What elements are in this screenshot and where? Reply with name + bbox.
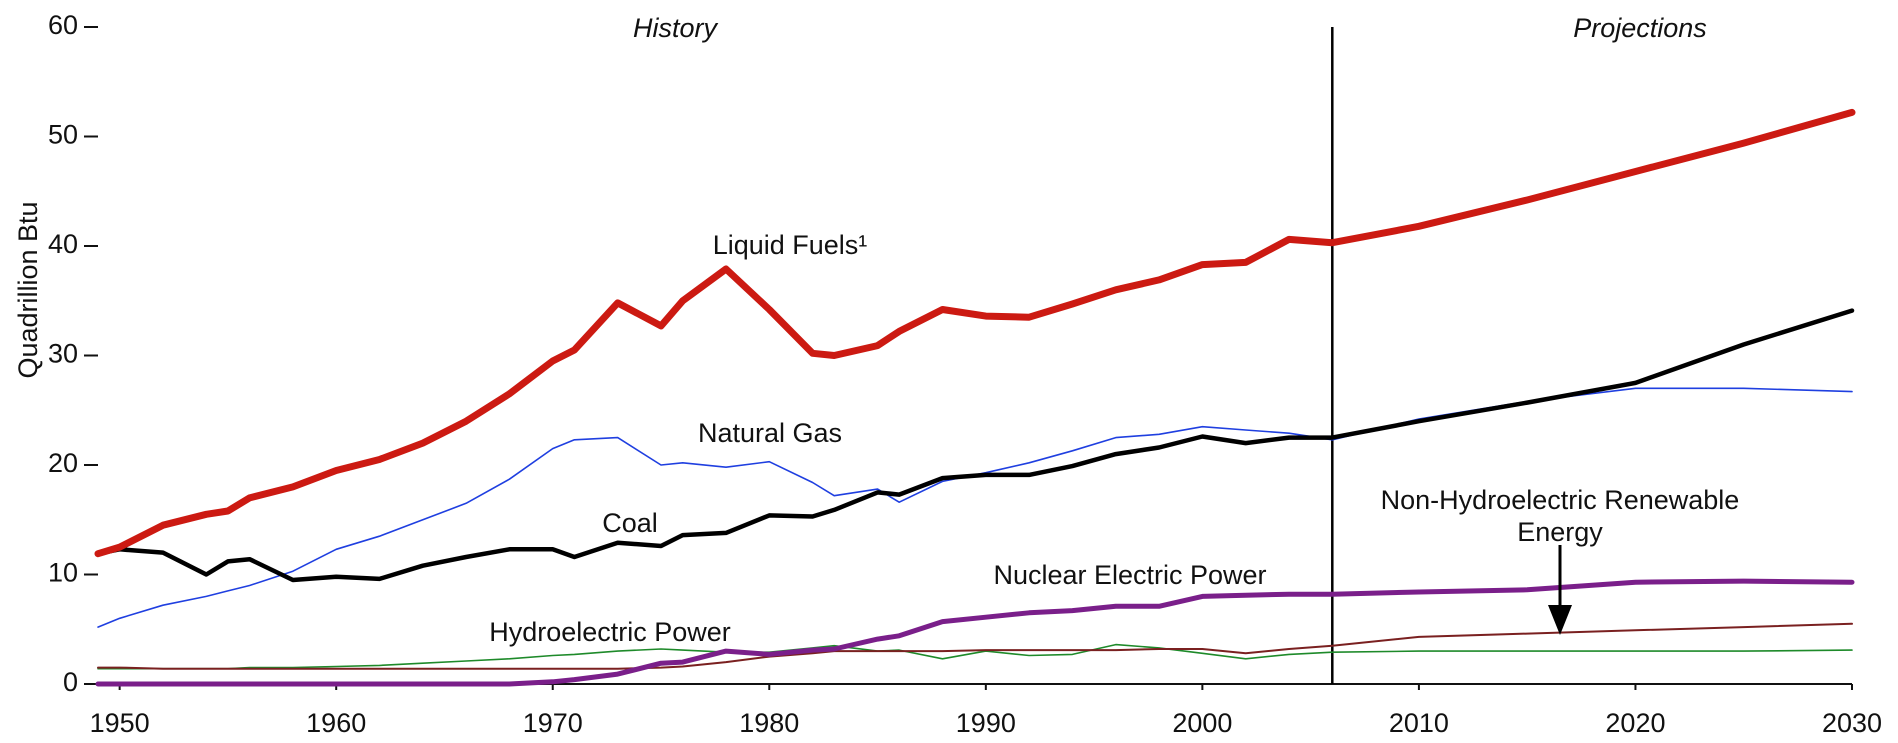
y-tick-label: 30 (48, 339, 78, 369)
series-line (95, 308, 1855, 583)
series-label: Natural Gas (697, 418, 843, 448)
x-tick-label: 2020 (1605, 708, 1665, 738)
series-label: Coal (602, 508, 658, 538)
x-tick-label: 2030 (1822, 708, 1882, 738)
series-label: Liquid Fuels¹ (712, 230, 868, 260)
series-line (95, 578, 1855, 687)
x-tick-label: 2000 (1172, 708, 1232, 738)
series-line (94, 108, 1856, 558)
annotation: Projections (1573, 13, 1707, 43)
series-line (97, 622, 1853, 670)
x-tick-label: 1960 (306, 708, 366, 738)
series-label: Hydroelectric Power (489, 617, 731, 647)
series-line (97, 387, 1853, 628)
y-tick-label: 40 (48, 229, 78, 259)
annotation: History (633, 13, 719, 43)
series-line (97, 643, 1853, 670)
series-label: Nuclear Electric Power (993, 560, 1267, 590)
y-tick-label: 20 (48, 448, 78, 478)
y-tick-label: 50 (48, 120, 78, 150)
series-label: Non-Hydroelectric Renewable Energy (1380, 485, 1740, 547)
x-tick-label: 1950 (90, 708, 150, 738)
y-axis-label: Quadrillion Btu (13, 201, 43, 378)
arrow-head (1548, 605, 1572, 635)
x-tick-label: 1990 (956, 708, 1016, 738)
y-tick-label: 60 (48, 10, 78, 40)
x-tick-label: 2010 (1389, 708, 1449, 738)
x-tick-label: 1970 (523, 708, 583, 738)
x-tick-label: 1980 (739, 708, 799, 738)
y-tick-label: 10 (48, 558, 78, 588)
y-tick-label: 0 (63, 667, 78, 697)
